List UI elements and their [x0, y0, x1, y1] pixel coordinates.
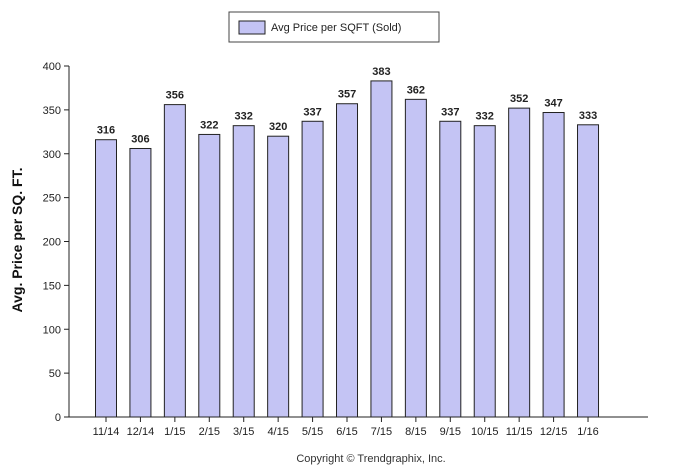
x-tick-label: 7/15 [371, 426, 392, 438]
bar [370, 80, 393, 418]
data-label: 306 [131, 133, 149, 145]
bar [473, 125, 496, 418]
x-tick-label: 1/15 [164, 426, 185, 438]
y-ticks: 0 50 100 150 200 250 300 350 400 [43, 61, 69, 424]
bar [267, 135, 290, 418]
legend-label: Avg Price per SQFT (Sold) [271, 22, 401, 34]
x-tick-label: 10/15 [471, 426, 499, 438]
y-tick-label: 0 [55, 412, 61, 424]
x-tick-label: 9/15 [440, 426, 461, 438]
data-label: 316 [97, 125, 115, 137]
data-label: 322 [200, 119, 218, 131]
data-label: 347 [544, 98, 562, 110]
y-tick-label: 250 [43, 193, 61, 205]
data-label: 337 [441, 106, 459, 118]
data-label: 320 [269, 121, 287, 133]
data-labels: 316 306 356 322 332 320 337 357 383 362 337 332 352 3… [97, 66, 597, 146]
data-label: 357 [338, 89, 356, 101]
bar [336, 103, 359, 418]
data-label: 352 [510, 93, 528, 105]
bar [301, 120, 324, 418]
bar [198, 133, 221, 418]
y-tick-label: 400 [43, 61, 61, 73]
x-tick-label: 8/15 [405, 426, 426, 438]
legend: Avg Price per SQFT (Sold) [228, 11, 440, 43]
bar [95, 139, 117, 418]
data-label: 333 [579, 110, 597, 122]
bar [232, 125, 255, 418]
y-tick-label: 150 [43, 280, 61, 292]
x-tick-label: 2/15 [199, 426, 220, 438]
x-tick-label: 6/15 [336, 426, 357, 438]
y-tick-label: 300 [43, 149, 61, 161]
x-tick-label: 11/14 [93, 426, 120, 438]
bar [508, 107, 531, 418]
x-tick-label: 3/15 [233, 426, 254, 438]
data-label: 356 [166, 90, 184, 102]
legend-swatch [238, 20, 266, 35]
bar [163, 104, 186, 418]
y-tick-label: 100 [43, 324, 61, 336]
bar [577, 124, 600, 418]
data-label: 332 [235, 111, 253, 123]
x-tick-label: 11/15 [506, 426, 533, 438]
x-tick-label: 5/15 [302, 426, 323, 438]
x-tick-label: 12/14 [127, 426, 155, 438]
data-label: 337 [303, 106, 321, 118]
y-tick-label: 350 [43, 105, 61, 117]
data-label: 362 [407, 84, 425, 96]
bar [439, 120, 462, 418]
bar [129, 147, 152, 418]
bars [95, 80, 600, 418]
bar [542, 112, 565, 418]
copyright-text: Copyright © Trendgraphix, Inc. [296, 453, 445, 465]
y-tick-label: 200 [43, 237, 61, 249]
y-axis-title: Avg. Price per SQ. FT. [9, 168, 25, 313]
data-label: 383 [372, 66, 390, 78]
x-tick-label: 12/15 [540, 426, 568, 438]
x-tick-label: 4/15 [267, 426, 288, 438]
y-tick-label: 50 [49, 368, 61, 380]
data-label: 332 [476, 111, 494, 123]
x-ticks: 11/14 12/14 1/15 2/15 3/15 4/15 5/15 6/15 7/15 8/… [93, 417, 599, 438]
x-tick-label: 1/16 [577, 426, 598, 438]
bar [404, 98, 427, 418]
